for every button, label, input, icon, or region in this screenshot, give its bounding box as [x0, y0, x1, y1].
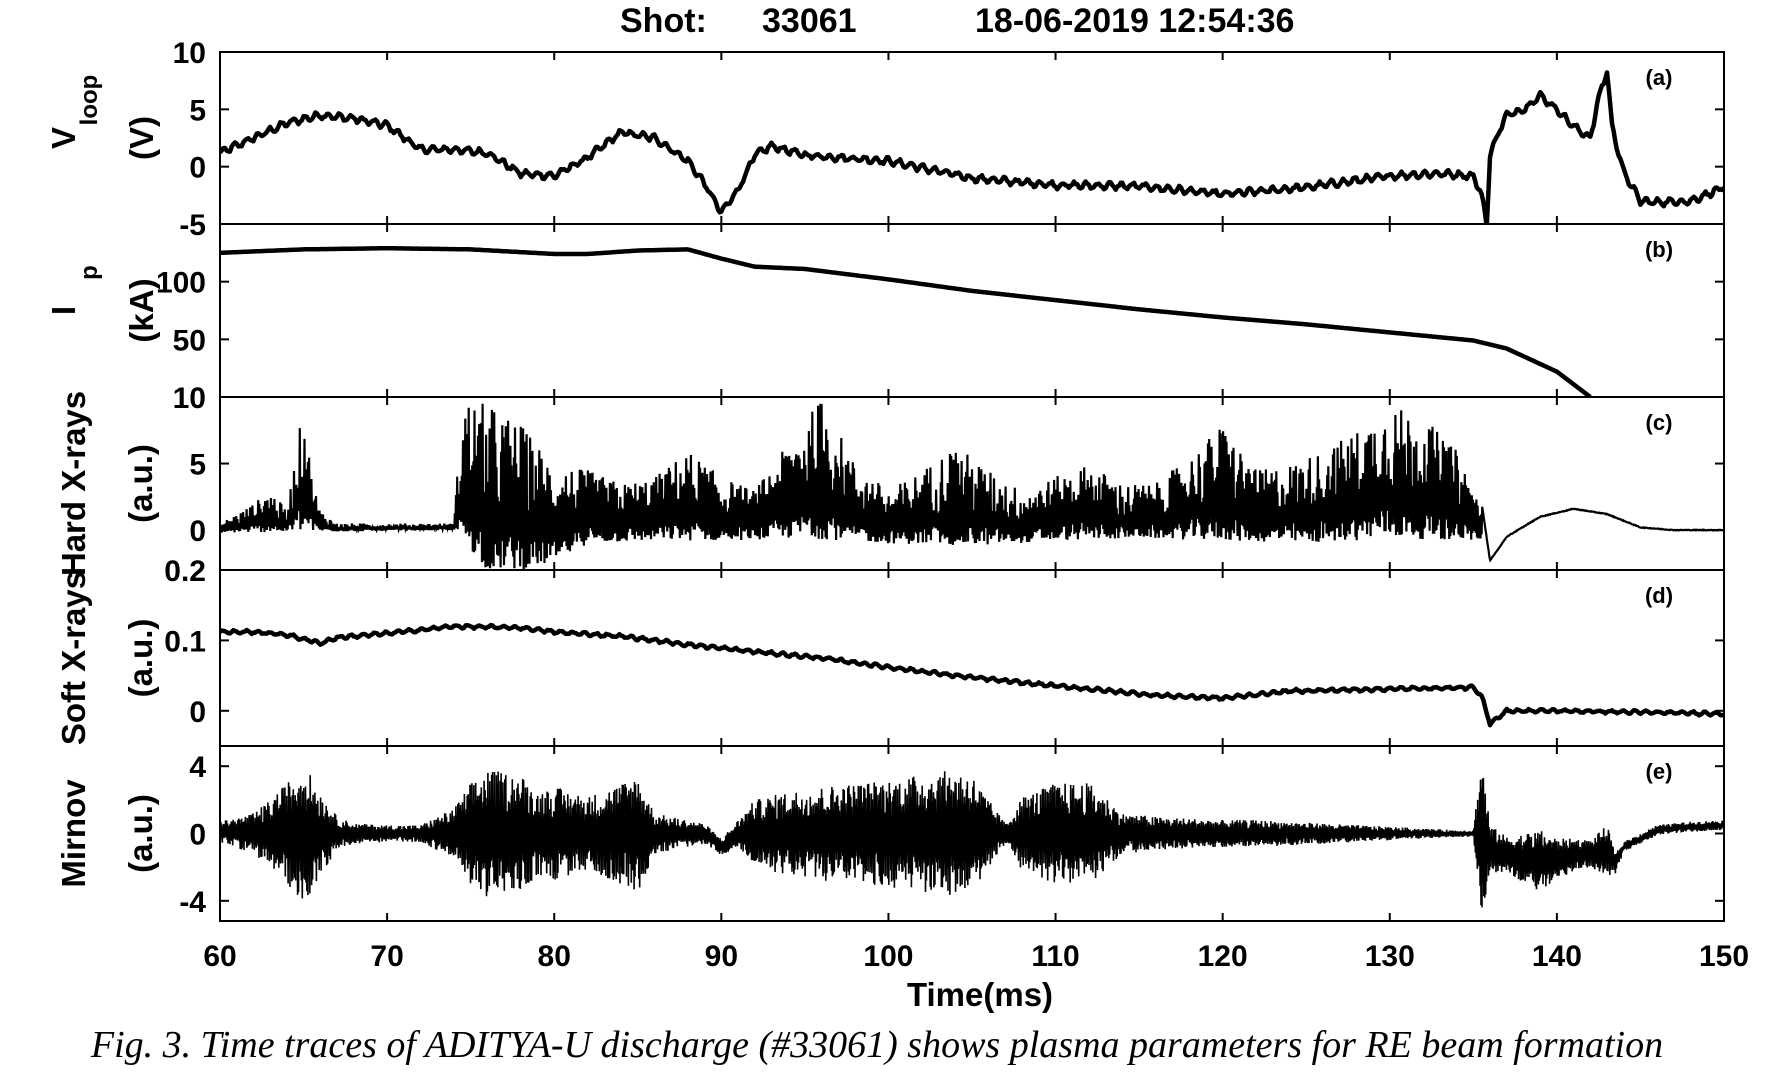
y-axis-label-subscript: loop — [76, 75, 103, 126]
x-tick-label: 110 — [1031, 940, 1079, 973]
shot-datetime: 18-06-2019 12:54:36 — [975, 2, 1294, 40]
y-tick-label: 0 — [189, 696, 206, 729]
series-trace — [220, 771, 1724, 908]
x-tick-label: 130 — [1365, 940, 1415, 973]
panels: 1050-5(a)Vloop(V)10050(b)Ip(kA)1050(c)Ha… — [45, 37, 1725, 922]
shot-label: Shot: — [620, 2, 707, 40]
y-axis-unit: (kA) — [123, 278, 160, 342]
y-tick-label: 5 — [189, 449, 206, 482]
x-tick-label: 80 — [538, 940, 571, 973]
y-axis-label: Hard X-rays — [55, 391, 92, 576]
panel-d: 0.2 0.1 0 (d) Soft X-rays (a.u.) — [55, 555, 1725, 747]
series-trace — [220, 245, 1592, 397]
panel-b: 100 50 (b) Ip (kA) — [45, 223, 1725, 398]
panel-c: 10 5 0 (c) Hard X-rays (a.u.) — [55, 382, 1725, 576]
y-axis-label-subscript: p — [76, 265, 103, 280]
x-axis-label: Time(ms) — [907, 976, 1053, 1013]
y-tick-label: 0.2 — [164, 555, 206, 588]
x-tick-label: 120 — [1198, 940, 1248, 973]
panel-e: 4 0 -4 (e) Mirnov (a.u.) — [55, 745, 1725, 922]
panel-tag: (b) — [1645, 237, 1673, 262]
y-tick-label: 10 — [173, 382, 206, 415]
figure-caption: Fig. 3. Time traces of ADITYA-U discharg… — [90, 1024, 1663, 1066]
shot-number: 33061 — [762, 2, 857, 40]
y-tick-label: 0 — [189, 819, 206, 852]
series-trace — [220, 403, 1724, 570]
panel-tag: (e) — [1646, 759, 1673, 784]
x-tick-label: 140 — [1532, 940, 1582, 973]
y-tick-label: 5 — [189, 94, 206, 127]
x-tick-label: 150 — [1699, 940, 1749, 973]
y-tick-label: 0 — [189, 515, 206, 548]
y-tick-label: -4 — [179, 886, 206, 919]
y-tick-label: 0 — [189, 152, 206, 185]
series-trace — [220, 622, 1724, 728]
y-axis-unit: (a.u.) — [122, 794, 159, 873]
x-tick-label: 100 — [863, 940, 913, 973]
panel-tag: (c) — [1646, 410, 1673, 435]
y-tick-label: 4 — [189, 751, 206, 784]
y-axis-label: Soft X-rays — [55, 571, 92, 745]
y-axis-label: I — [45, 306, 82, 315]
series-trace — [220, 70, 1724, 224]
y-tick-label: 50 — [173, 324, 206, 357]
y-tick-label: 10 — [173, 37, 206, 70]
panel-tag: (a) — [1646, 65, 1673, 90]
y-tick-label: -5 — [179, 209, 206, 242]
x-tick-label: 90 — [705, 940, 738, 973]
x-tick-label: 70 — [370, 940, 403, 973]
y-axis-label: V — [45, 127, 82, 149]
y-axis-unit: (V) — [123, 116, 160, 160]
y-axis-unit: (a.u.) — [122, 444, 159, 523]
y-axis-label: Mirnov — [55, 779, 92, 888]
panel-tag: (d) — [1645, 583, 1673, 608]
x-tick-label: 60 — [203, 940, 236, 973]
x-axis: 60 70 80 90 100 110 120 130 140 150 — [203, 940, 1749, 973]
y-axis-unit: (a.u.) — [122, 619, 159, 698]
y-tick-label: 100 — [156, 267, 206, 300]
y-tick-label: 0.1 — [164, 625, 206, 658]
